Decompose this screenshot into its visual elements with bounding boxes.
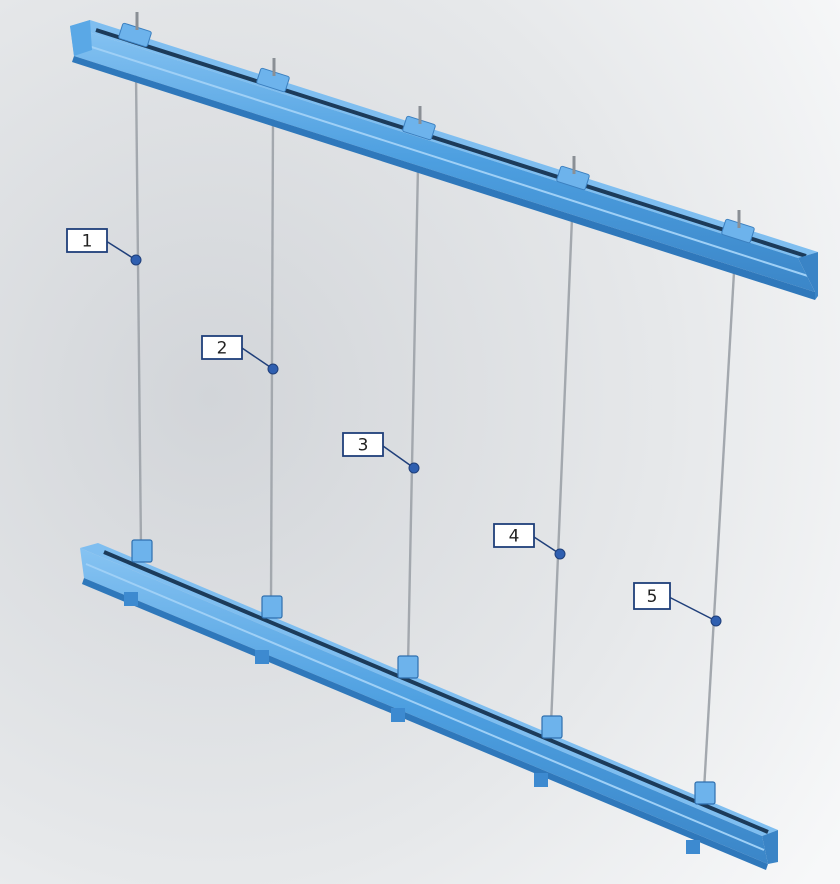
top-clamp-2 (256, 58, 290, 93)
top-beam-slot (95, 28, 807, 258)
bottom-beam (80, 543, 778, 870)
callout-5: 5 (633, 582, 722, 627)
bottom-clamp-2 (261, 595, 283, 619)
foot-1 (124, 592, 138, 606)
callouts: 1 2 3 4 5 (66, 228, 722, 627)
callout-5-label: 5 (647, 587, 658, 607)
cable-2 (269, 117, 275, 605)
callout-4-label: 4 (509, 527, 520, 547)
callout-2: 2 (201, 335, 279, 375)
callout-5-dot (710, 615, 722, 627)
bottom-clamp-5 (694, 781, 716, 805)
foot-2 (255, 650, 269, 664)
callout-4: 4 (493, 523, 566, 560)
bottom-beam-slot (103, 550, 769, 834)
foot-3 (391, 708, 405, 722)
callout-4-dot (554, 548, 566, 560)
cable-4 (549, 217, 574, 726)
cables (134, 73, 736, 791)
bottom-clamp-4 (541, 715, 563, 739)
top-clamp-4 (556, 156, 590, 191)
callout-1-label: 1 (82, 232, 93, 252)
top-clamp-5 (721, 210, 755, 244)
callout-5-box (633, 582, 671, 610)
foot-5 (686, 840, 700, 854)
callout-2-label: 2 (217, 339, 228, 359)
callout-4-box (493, 523, 535, 548)
cable-5 (702, 271, 736, 791)
bottom-beam-highlight (85, 563, 765, 851)
cable-3 (406, 165, 420, 667)
top-clamp-3 (402, 106, 436, 141)
top-beam-left-end (70, 20, 92, 56)
bottom-clamp-1 (131, 539, 153, 563)
callout-3-dot (408, 462, 420, 474)
top-clamp-1 (118, 12, 152, 48)
bottom-clamps (131, 539, 716, 805)
callout-3-label: 3 (358, 436, 369, 456)
top-beam-bottom-flange (72, 56, 815, 300)
callout-2-box (201, 335, 243, 360)
bottom-beam-end-cap (762, 830, 778, 864)
callout-3-box (342, 432, 384, 457)
top-beam-highlight (75, 41, 809, 277)
foot-4 (534, 773, 548, 787)
bottom-beam-feet (124, 592, 700, 854)
callout-1-box (66, 228, 108, 253)
bottom-clamp-3 (397, 655, 419, 679)
cable-1 (134, 73, 143, 549)
top-beam-end-cap (798, 252, 818, 300)
callout-1: 1 (66, 228, 142, 266)
callout-3: 3 (342, 432, 420, 474)
callout-1-dot (130, 254, 142, 266)
top-clamps (118, 12, 755, 244)
bottom-beam-bottom-flange (82, 578, 768, 870)
callout-2-dot (267, 363, 279, 375)
